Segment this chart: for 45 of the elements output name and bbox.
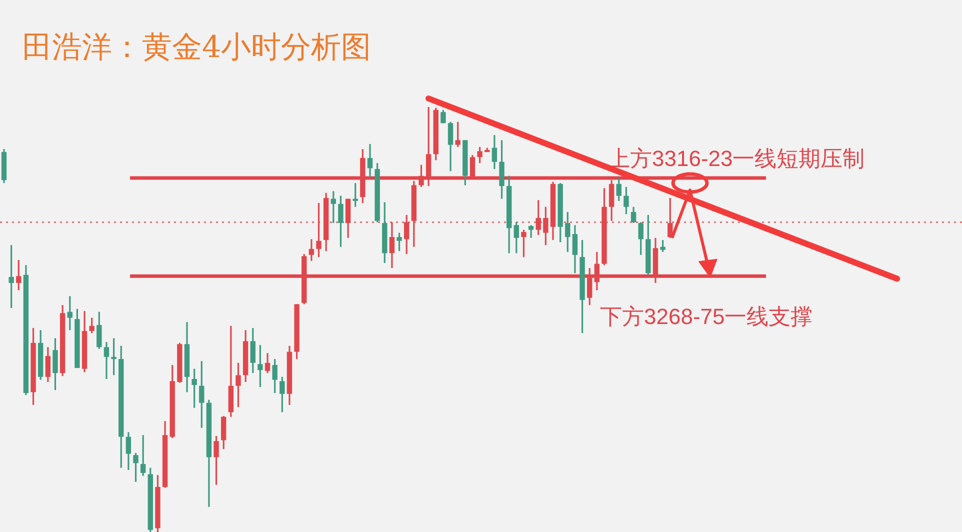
- candlestick: [96, 311, 102, 350]
- candlestick: [264, 352, 270, 374]
- candlestick: [192, 368, 197, 409]
- candlestick: [565, 211, 570, 253]
- candlestick: [448, 121, 454, 172]
- ref-line-label: 下方3268-75一线支撑: [600, 304, 813, 330]
- candlestick: [396, 232, 402, 252]
- candlestick: [624, 186, 629, 215]
- candlestick: [104, 341, 110, 380]
- chart-title: 田浩洋：黄金4小时分析图: [22, 30, 372, 65]
- candlestick: [440, 109, 446, 124]
- candlestick: [8, 244, 14, 309]
- candlestick: [199, 360, 204, 429]
- candlestick: [352, 182, 358, 208]
- candlestick: [67, 295, 72, 331]
- candlestick: [477, 146, 482, 164]
- candlestick: [630, 206, 636, 224]
- candlestick: [214, 435, 219, 486]
- candlestick: [258, 344, 263, 388]
- candlestick: [338, 195, 344, 248]
- candlestick: [616, 177, 622, 202]
- candlestick: [16, 259, 22, 291]
- candlestick: [455, 121, 460, 148]
- candlestick: [572, 224, 578, 274]
- candlestick: [308, 238, 314, 262]
- candlestick: [221, 415, 226, 450]
- candlestick: [638, 221, 644, 256]
- candlestick: [52, 337, 58, 391]
- candlestick: [367, 143, 373, 178]
- candlestick: [89, 317, 94, 334]
- candlestick: [111, 337, 116, 376]
- candlestick: [272, 358, 278, 394]
- candlestick: [528, 224, 534, 239]
- candlestick: [45, 346, 51, 383]
- candlestick: [492, 134, 498, 170]
- candlestick: [250, 327, 256, 374]
- candlestick: [133, 452, 138, 483]
- candlestick: [280, 376, 285, 413]
- candlestick: [660, 239, 666, 253]
- candlestick: [126, 431, 132, 471]
- candlestick: [514, 221, 519, 254]
- candlestick: [236, 362, 241, 408]
- candlestick: [521, 229, 526, 258]
- candlestick: [140, 434, 146, 477]
- candlestick: [330, 190, 336, 224]
